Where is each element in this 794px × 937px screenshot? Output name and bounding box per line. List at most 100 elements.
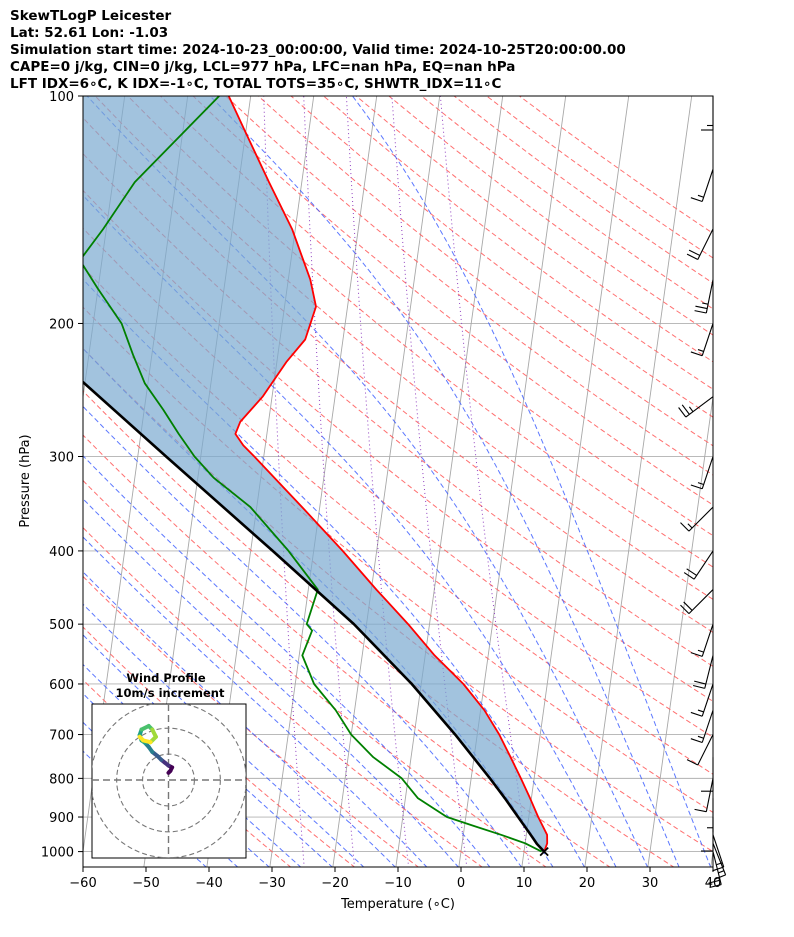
temperature-line — [227, 96, 549, 852]
barb-flag — [690, 738, 703, 744]
x-tick-label: −60 — [69, 876, 96, 891]
barb-flag — [694, 310, 707, 314]
dry-adiabat — [257, 96, 713, 447]
x-tick-label: 10 — [516, 876, 533, 891]
wind-barb — [680, 506, 714, 532]
barb-flag — [683, 601, 693, 611]
barb-flag — [678, 407, 687, 418]
header-indices-1: CAPE=0 j/kg, CIN=0 j/kg, LCL=977 hPa, LF… — [10, 59, 516, 75]
isotherm-line — [332, 96, 441, 867]
hodograph-ring — [92, 704, 246, 858]
y-tick-label: 400 — [49, 545, 74, 560]
barb-half-flag — [687, 523, 693, 529]
moist-adiabat — [83, 603, 365, 867]
wind-barb — [686, 734, 714, 766]
barb-half-flag — [718, 870, 725, 874]
barb-flag — [694, 680, 706, 685]
wind-barb — [690, 710, 714, 744]
y-tick-label: 600 — [49, 678, 74, 693]
barb-flag — [686, 253, 699, 260]
profile-lines — [83, 96, 549, 857]
dry-adiabat — [83, 189, 713, 702]
dry-adiabat — [83, 390, 675, 867]
moist-adiabat — [209, 96, 680, 867]
dry-adiabat — [486, 96, 713, 259]
barb-shaft — [701, 710, 714, 743]
dry-adiabat — [192, 96, 713, 506]
wind-barb — [712, 843, 727, 880]
dry-adiabat — [290, 96, 713, 418]
dry-adiabat — [83, 117, 713, 634]
wind-barb — [707, 798, 714, 833]
barb-half-flag — [697, 194, 704, 198]
barb-flag — [692, 684, 705, 689]
barb-flag — [690, 197, 703, 203]
wind-barb — [692, 655, 714, 689]
barb-shaft — [688, 506, 714, 532]
y-tick-label: 700 — [49, 729, 74, 744]
y-axis-label: Pressure (hPa) — [18, 434, 33, 527]
y-tick-label: 200 — [49, 317, 74, 332]
wind-barb — [701, 757, 714, 792]
barb-shaft — [705, 279, 714, 314]
barb-flag — [690, 652, 703, 657]
header-times: Simulation start time: 2024-10-23_00:00:… — [10, 42, 626, 58]
wind-barb — [690, 623, 714, 657]
hodograph-subtitle: 10m/s increment — [116, 686, 225, 700]
wind-barb — [708, 851, 722, 889]
y-tick-label: 800 — [49, 772, 74, 787]
barb-half-flag — [716, 862, 723, 866]
moist-adiabat — [352, 96, 712, 867]
wind-barb — [701, 96, 714, 131]
barb-half-flag — [702, 302, 709, 305]
dry-adiabat — [94, 96, 713, 600]
barb-half-flag — [697, 349, 704, 352]
barb-half-flag — [697, 482, 704, 486]
barb-half-flag — [697, 649, 704, 653]
barb-shaft — [701, 323, 714, 356]
hodograph-segment — [137, 734, 146, 743]
wind-barb — [680, 589, 714, 614]
wind-barb — [701, 817, 714, 852]
dry-adiabat — [83, 526, 483, 867]
barb-flag — [694, 808, 707, 813]
barb-shaft — [697, 734, 714, 766]
mixing-ratio-line — [439, 96, 531, 867]
barb-flag — [714, 874, 726, 880]
mixing-ratio-line — [303, 96, 355, 867]
dry-adiabat — [519, 96, 713, 234]
hodograph-title: Wind Profile — [126, 671, 206, 685]
barb-flag — [709, 884, 722, 889]
x-tick-label: −20 — [321, 876, 348, 891]
header: SkewTLogP Leicester Lat: 52.61 Lon: -1.0… — [10, 8, 626, 93]
barb-flag — [688, 249, 701, 256]
moist-adiabat — [83, 571, 396, 867]
x-tick-label: 0 — [457, 876, 465, 891]
barb-flag — [683, 572, 695, 580]
y-tick-label: 1000 — [41, 846, 74, 861]
barb-shaft — [712, 834, 725, 868]
barb-shaft — [688, 589, 714, 614]
barb-flag — [681, 404, 690, 415]
wind-barb — [690, 169, 714, 203]
barb-shaft — [712, 843, 727, 876]
isotherm-line — [710, 848, 713, 867]
barb-flag — [686, 759, 699, 766]
barb-shaft — [701, 169, 714, 202]
dewpoint-line — [83, 96, 543, 853]
barb-half-flag — [697, 709, 704, 713]
barb-flag — [708, 879, 721, 884]
wind-barb — [690, 323, 714, 357]
wind-barb — [690, 683, 714, 717]
barb-shaft — [701, 456, 714, 489]
isotherm-line — [269, 96, 378, 867]
wind-barb — [678, 396, 714, 418]
moist-adiabat — [86, 96, 649, 867]
axis-ticks: −60 −50 −40 −30 −20 −10 0 10 20 30 40 100 200 300 400 5… — [41, 90, 721, 891]
dry-adiabat — [83, 152, 713, 667]
barb-shaft — [697, 228, 714, 260]
y-tick-label: 900 — [49, 811, 74, 826]
barb-flag — [690, 351, 703, 357]
wind-barbs — [678, 96, 727, 889]
